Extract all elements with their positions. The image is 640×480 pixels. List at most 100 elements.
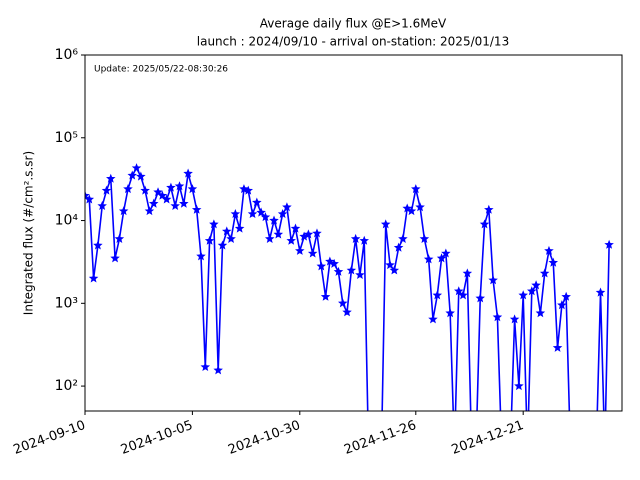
data-marker xyxy=(359,235,369,245)
data-marker xyxy=(101,185,112,195)
data-marker xyxy=(333,266,344,276)
data-marker xyxy=(269,215,279,225)
data-marker xyxy=(174,181,185,191)
data-marker xyxy=(140,185,150,195)
data-marker xyxy=(484,204,494,214)
data-marker xyxy=(531,280,541,290)
data-marker xyxy=(196,251,206,261)
data-marker xyxy=(161,194,172,204)
data-marker xyxy=(454,286,464,296)
data-marker xyxy=(406,206,417,216)
data-marker xyxy=(179,198,189,208)
data-marker xyxy=(595,287,606,297)
data-marker xyxy=(85,194,95,204)
data-marker xyxy=(88,273,99,283)
data-marker xyxy=(393,242,404,252)
data-marker xyxy=(385,260,395,270)
data-marker xyxy=(552,342,563,352)
data-marker xyxy=(260,212,271,222)
data-marker xyxy=(93,240,103,250)
data-marker xyxy=(479,219,490,229)
data-marker xyxy=(346,265,357,275)
data-marker xyxy=(247,208,258,219)
data-marker xyxy=(557,300,567,310)
data-marker xyxy=(475,293,485,303)
data-marker xyxy=(123,184,133,194)
data-marker xyxy=(458,290,468,300)
data-marker xyxy=(428,314,438,324)
data-marker xyxy=(355,269,365,280)
data-marker xyxy=(509,314,520,324)
data-marker xyxy=(548,257,559,267)
data-marker xyxy=(226,233,236,243)
data-marker xyxy=(436,253,447,263)
data-marker xyxy=(398,233,408,243)
annotation: Update: 2025/05/22-08:30:26 xyxy=(94,65,228,75)
data-marker xyxy=(316,261,327,271)
data-marker xyxy=(338,298,348,308)
data-marker xyxy=(114,233,125,243)
data-marker xyxy=(299,231,309,241)
data-marker xyxy=(402,203,412,213)
data-marker xyxy=(488,275,498,285)
data-marker xyxy=(604,239,614,249)
chart-subtitle: launch : 2024/09/10 - arrival on-station… xyxy=(197,35,509,49)
data-marker xyxy=(166,182,176,192)
axes-frame xyxy=(84,54,623,412)
data-marker xyxy=(286,235,296,245)
data-marker xyxy=(97,200,107,211)
chart-title: Average daily flux @E>1.6MeV xyxy=(260,17,447,31)
data-marker xyxy=(239,184,249,194)
plot-area xyxy=(85,163,614,411)
y-tick-label: 10³ xyxy=(55,295,78,311)
data-marker xyxy=(527,286,537,296)
data-marker xyxy=(264,233,275,243)
data-marker xyxy=(217,240,228,250)
data-marker xyxy=(350,233,361,243)
data-marker xyxy=(200,362,211,372)
data-marker xyxy=(295,245,305,255)
data-marker xyxy=(204,235,215,245)
data-marker xyxy=(131,163,142,173)
data-marker xyxy=(307,248,318,258)
data-marker xyxy=(411,184,421,194)
data-marker xyxy=(462,268,473,278)
data-marker xyxy=(445,308,455,318)
data-marker xyxy=(432,290,443,300)
data-marker xyxy=(492,312,503,322)
data-marker xyxy=(415,202,425,212)
data-marker xyxy=(148,198,159,208)
data-marker xyxy=(243,185,253,195)
y-axis-label: Integrated flux (#/cm².s.sr) xyxy=(22,151,36,315)
data-marker xyxy=(187,184,198,194)
data-marker xyxy=(273,229,284,239)
data-marker xyxy=(256,207,266,217)
data-marker xyxy=(389,265,400,275)
data-marker xyxy=(514,381,524,391)
data-marker xyxy=(312,228,322,238)
y-tick-label: 10⁶ xyxy=(55,47,79,63)
data-marker xyxy=(230,208,241,219)
data-marker xyxy=(252,197,262,207)
data-marker xyxy=(106,173,116,183)
data-marker xyxy=(320,291,331,301)
data-marker xyxy=(539,268,550,278)
data-marker xyxy=(222,226,232,236)
data-marker xyxy=(85,190,90,200)
data-marker xyxy=(535,308,546,318)
data-marker xyxy=(277,208,288,219)
data-marker xyxy=(561,291,571,301)
data-marker xyxy=(110,253,120,263)
data-marker xyxy=(118,206,129,216)
data-marker xyxy=(127,170,138,180)
data-marker xyxy=(282,202,292,212)
y-tick-label: 10⁴ xyxy=(55,213,79,229)
data-marker xyxy=(342,307,352,317)
data-marker xyxy=(441,248,451,258)
data-marker xyxy=(290,223,301,233)
data-marker xyxy=(183,168,193,178)
data-marker xyxy=(419,233,430,243)
data-marker xyxy=(136,171,146,181)
